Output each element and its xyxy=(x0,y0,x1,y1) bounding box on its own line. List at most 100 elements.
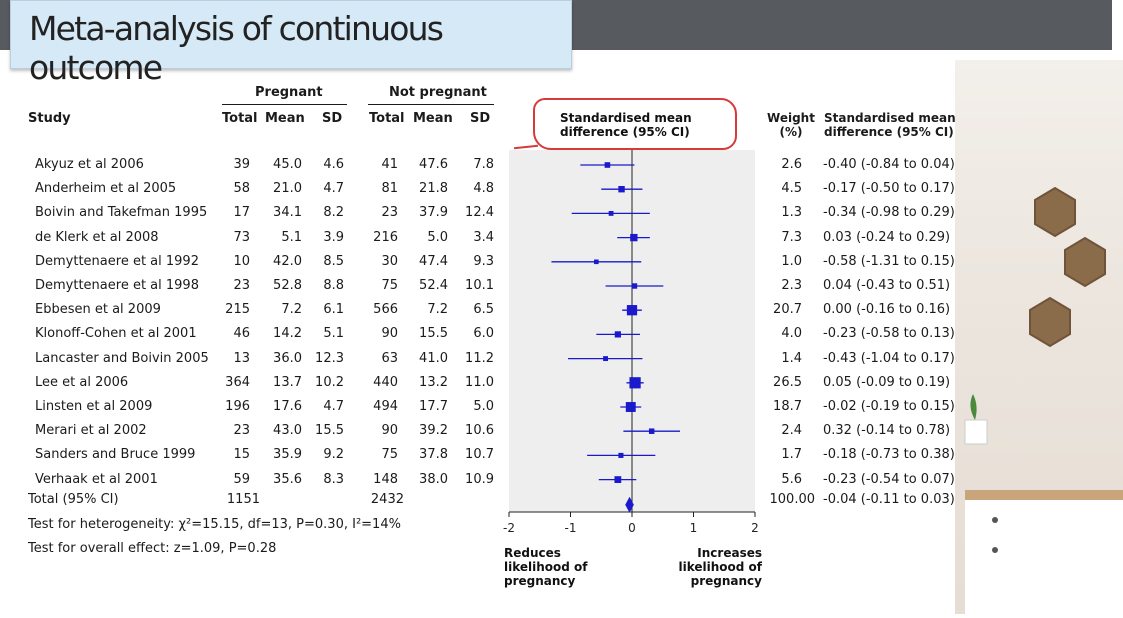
x-tick-label: 1 xyxy=(690,521,698,535)
not-pregnant-mean: 21.8 xyxy=(419,181,448,197)
pregnant-mean: 5.1 xyxy=(281,229,302,245)
pregnant-sd: 4.7 xyxy=(323,399,344,414)
study-name: Lancaster and Boivin 2005 xyxy=(35,350,209,366)
group-header-pregnant: Pregnant xyxy=(255,85,323,100)
col-header-not-pregnant-mean: Mean xyxy=(413,111,453,126)
col-header-pregnant-total: Total xyxy=(222,111,258,126)
not-pregnant-mean: 47.6 xyxy=(419,157,448,172)
pregnant-sd: 8.5 xyxy=(323,253,344,269)
ci: 0.32 (-0.14 to 0.78) xyxy=(823,423,951,439)
effect-marker xyxy=(630,233,638,242)
effect-marker xyxy=(614,331,621,338)
col-header-pregnant-mean: Mean xyxy=(265,111,305,126)
pregnant-total: 59 xyxy=(233,471,250,487)
not-pregnant-total: 90 xyxy=(381,326,398,342)
not-pregnant-sd: 11.2 xyxy=(465,350,494,366)
ci: -0.40 (-0.84 to 0.04) xyxy=(823,157,955,172)
pregnant-total: 73 xyxy=(233,229,250,245)
effect-marker xyxy=(604,162,611,168)
not-pregnant-total: 90 xyxy=(381,423,398,439)
pregnant-total: 23 xyxy=(233,278,250,293)
not-pregnant-sd: 10.1 xyxy=(465,278,494,293)
study-name: Akyuz et al 2006 xyxy=(35,157,144,172)
not-pregnant-sd: 5.0 xyxy=(473,399,494,414)
pregnant-total: 58 xyxy=(233,181,250,197)
not-pregnant-total: 41 xyxy=(381,157,398,172)
pregnant-mean: 13.7 xyxy=(273,374,302,390)
ci: -0.34 (-0.98 to 0.29) xyxy=(823,205,955,221)
study-name: Lee et al 2006 xyxy=(35,374,129,390)
col-header-weight: Weight (%) xyxy=(767,111,815,139)
pregnant-sd: 8.3 xyxy=(323,471,344,487)
x-tick-label: -1 xyxy=(565,521,577,535)
not-pregnant-total: 81 xyxy=(381,181,398,197)
pregnant-sd: 4.7 xyxy=(323,181,344,197)
pregnant-total: 13 xyxy=(233,350,250,366)
pregnant-mean: 52.8 xyxy=(273,278,302,293)
not-pregnant-mean: 47.4 xyxy=(419,253,448,269)
weight: 1.3 xyxy=(781,205,802,221)
effect-marker xyxy=(625,402,636,412)
right-axis-caption: Increases likelihood of pregnancy xyxy=(678,546,762,588)
study-name: Anderheim et al 2005 xyxy=(35,181,177,197)
pregnant-mean: 45.0 xyxy=(273,157,302,172)
not-pregnant-total: 440 xyxy=(373,374,398,390)
total-label: Total (95% CI) xyxy=(28,492,119,507)
not-pregnant-sd: 3.4 xyxy=(473,229,494,245)
study-name: Verhaak et al 2001 xyxy=(35,471,158,487)
study-name: Ebbesen et al 2009 xyxy=(35,302,161,318)
not-pregnant-mean: 39.2 xyxy=(419,423,448,439)
group-underline-not-pregnant xyxy=(368,104,494,105)
effect-marker xyxy=(631,283,638,289)
effect-marker xyxy=(594,259,599,265)
ci: 0.00 (-0.16 to 0.16) xyxy=(823,302,951,318)
total-not-pregnant: 2432 xyxy=(370,492,404,507)
ci: -0.58 (-1.31 to 0.15) xyxy=(823,253,955,269)
plot-background xyxy=(509,150,755,512)
pregnant-sd: 8.2 xyxy=(323,205,344,221)
not-pregnant-mean: 15.5 xyxy=(419,326,448,342)
weight: 7.3 xyxy=(781,229,802,245)
not-pregnant-mean: 41.0 xyxy=(419,350,448,366)
left-axis-caption: Reduces likelihood of pregnancy xyxy=(504,546,588,588)
not-pregnant-mean: 37.9 xyxy=(419,205,448,221)
slide-title-box: Meta-analysis of continuous outcome xyxy=(10,0,572,87)
group-header-not-pregnant: Not pregnant xyxy=(389,85,487,100)
pregnant-total: 39 xyxy=(233,157,250,172)
x-tick-label: 2 xyxy=(751,521,759,535)
study-name: Merari et al 2002 xyxy=(35,423,147,439)
pregnant-mean: 7.2 xyxy=(281,302,302,318)
not-pregnant-mean: 38.0 xyxy=(419,471,448,487)
not-pregnant-sd: 9.3 xyxy=(473,253,494,269)
effect-marker xyxy=(626,305,638,316)
effect-marker xyxy=(614,476,622,483)
not-pregnant-sd: 10.9 xyxy=(465,471,494,487)
study-name: Boivin and Takefman 1995 xyxy=(35,205,208,221)
effect-marker xyxy=(618,452,624,458)
pregnant-sd: 3.9 xyxy=(323,229,344,245)
not-pregnant-mean: 7.2 xyxy=(427,302,448,318)
pregnant-mean: 43.0 xyxy=(273,423,302,439)
pregnant-total: 46 xyxy=(233,326,250,342)
effect-marker xyxy=(608,210,614,216)
ci: 0.03 (-0.24 to 0.29) xyxy=(823,229,951,245)
not-pregnant-total: 75 xyxy=(381,278,398,293)
x-tick-label: 0 xyxy=(628,521,636,535)
pregnant-sd: 12.3 xyxy=(315,350,344,366)
hand-drawn-highlight-circle xyxy=(533,98,737,150)
weight: 1.0 xyxy=(781,253,802,269)
weight: 18.7 xyxy=(773,399,802,414)
pregnant-mean: 21.0 xyxy=(273,181,302,197)
not-pregnant-total: 566 xyxy=(373,302,398,318)
weight: 2.6 xyxy=(781,157,802,172)
effect-marker xyxy=(629,377,641,389)
col-header-study: Study xyxy=(28,111,71,126)
pregnant-sd: 4.6 xyxy=(323,157,344,172)
forest-plot-title: Standardised mean difference (95% CI) xyxy=(560,111,692,139)
not-pregnant-total: 30 xyxy=(381,253,398,269)
pregnant-sd: 5.1 xyxy=(323,326,344,342)
weight: 2.4 xyxy=(781,423,802,439)
pregnant-mean: 17.6 xyxy=(273,399,302,414)
total-pregnant: 1151 xyxy=(226,492,260,507)
heterogeneity-test: Test for heterogeneity: χ²=15.15, df=13,… xyxy=(28,517,401,532)
